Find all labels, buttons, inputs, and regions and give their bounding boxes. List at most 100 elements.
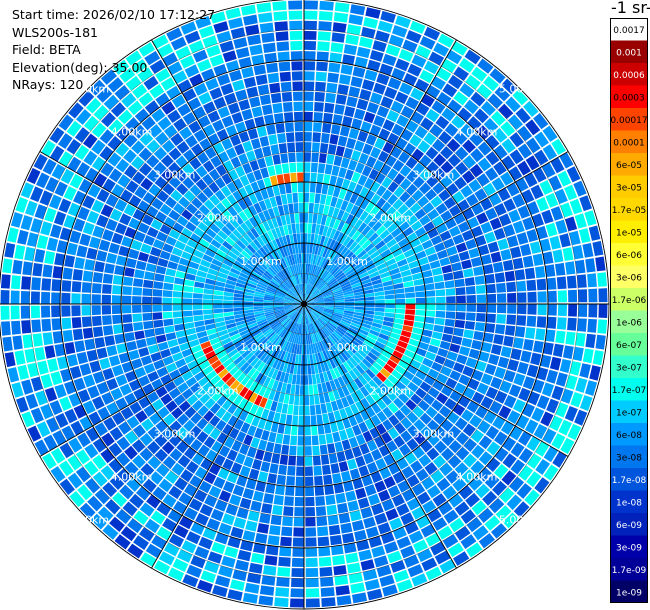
range-gate-cell [332,389,341,400]
range-gate-cell [61,280,72,292]
range-gate-cell [100,465,116,480]
range-gate-cell [305,496,315,507]
colorbar-swatch [610,153,648,176]
range-gate-cell [132,305,142,313]
range-gate-cell [404,314,415,321]
range-gate-cell [280,316,289,325]
range-gate-cell [41,140,56,157]
range-gate-cell [549,415,563,431]
range-gate-cell [575,259,586,274]
range-gate-cell [88,411,102,426]
range-gate-cell [275,31,289,42]
range-gate-cell [323,307,334,311]
range-gate-cell [214,346,225,355]
range-gate-cell [156,526,172,541]
range-gate-cell [102,315,112,326]
range-gate-cell [151,108,166,123]
range-gate-cell [379,467,392,480]
range-gate-cell [220,83,234,96]
range-gate-cell [197,59,212,72]
range-gate-cell [354,140,365,152]
range-label: 3.00km [413,169,455,182]
range-gate-cell [417,491,431,505]
range-gate-cell [436,477,451,492]
range-gate-cell [293,203,299,213]
range-gate-cell [307,274,311,285]
range-gate-cell [276,338,284,348]
range-gate-cell [172,352,184,362]
range-gate-cell [281,340,288,351]
range-gate-cell [358,421,369,433]
range-gate-cell [139,433,153,447]
range-gate-cell [134,186,147,199]
colorbar-unit-title: -1 sr- [611,0,650,17]
range-gate-cell [340,320,351,327]
range-gate-cell [193,350,205,360]
range-gate-cell [383,218,394,229]
range-gate-cell [345,34,360,46]
range-gate-cell [269,357,277,368]
range-gate-cell [395,293,405,299]
range-gate-cell [257,418,267,430]
range-gate-cell [112,285,122,295]
range-gate-cell [234,317,246,323]
range-gate-cell [470,429,484,443]
range-gate-cell [344,306,355,309]
range-gate-cell [30,186,44,202]
range-gate-cell [331,32,345,43]
range-gate-cell [97,506,114,522]
range-gate-cell [507,304,517,314]
range-gate-cell [324,325,333,334]
range-gate-cell [482,490,498,506]
range-gate-cell [241,332,252,340]
range-gate-cell [279,226,286,237]
range-gate-cell [200,570,216,583]
range-gate-cell [335,272,345,280]
range-gate-cell [356,46,371,59]
range-gate-cell [282,329,289,339]
range-gate-cell [288,290,297,298]
range-gate-cell [142,296,152,304]
range-gate-cell [244,337,255,346]
range-gate-cell [100,162,114,177]
range-gate-cell [309,192,315,203]
azimuth-spoke [303,39,457,305]
range-gate-cell [565,261,576,275]
range-gate-cell [47,358,59,373]
range-gate-cell [281,282,290,291]
range-gate-cell [424,316,435,324]
range-gate-cell [350,204,359,216]
range-gate-cell [236,240,247,250]
range-gate-cell [454,319,465,329]
range-gate-cell [384,312,395,318]
range-gate-cell [323,326,332,336]
range-gate-cell [304,425,311,436]
range-gate-cell [263,387,272,399]
range-gate-cell [314,353,320,364]
range-gate-cell [242,488,254,500]
range-gate-cell [393,186,405,198]
range-gate-cell [336,231,344,243]
range-gate-cell [213,476,226,489]
range-gate-cell [370,390,381,402]
range-gate-cell [183,245,195,255]
range-gate-cell [304,142,312,152]
range-gate-cell [156,463,170,477]
range-gate-cell [358,236,368,247]
range-gate-cell [373,115,386,127]
range-gate-cell [72,328,84,341]
range-gate-cell [418,233,430,244]
range-gate-cell [549,235,561,250]
range-gate-cell [367,59,381,72]
range-gate-cell [315,373,321,384]
range-gate-cell [257,523,269,534]
range-gate-cell [271,239,279,250]
range-gate-cell [435,202,448,215]
range-gate-cell [316,342,323,352]
range-gate-cell [99,146,114,161]
range-gate-cell [387,427,400,440]
range-gate-cell [226,194,237,206]
range-gate-cell [306,284,310,295]
range-gate-cell [285,308,295,314]
range-gate-cell [290,322,296,332]
